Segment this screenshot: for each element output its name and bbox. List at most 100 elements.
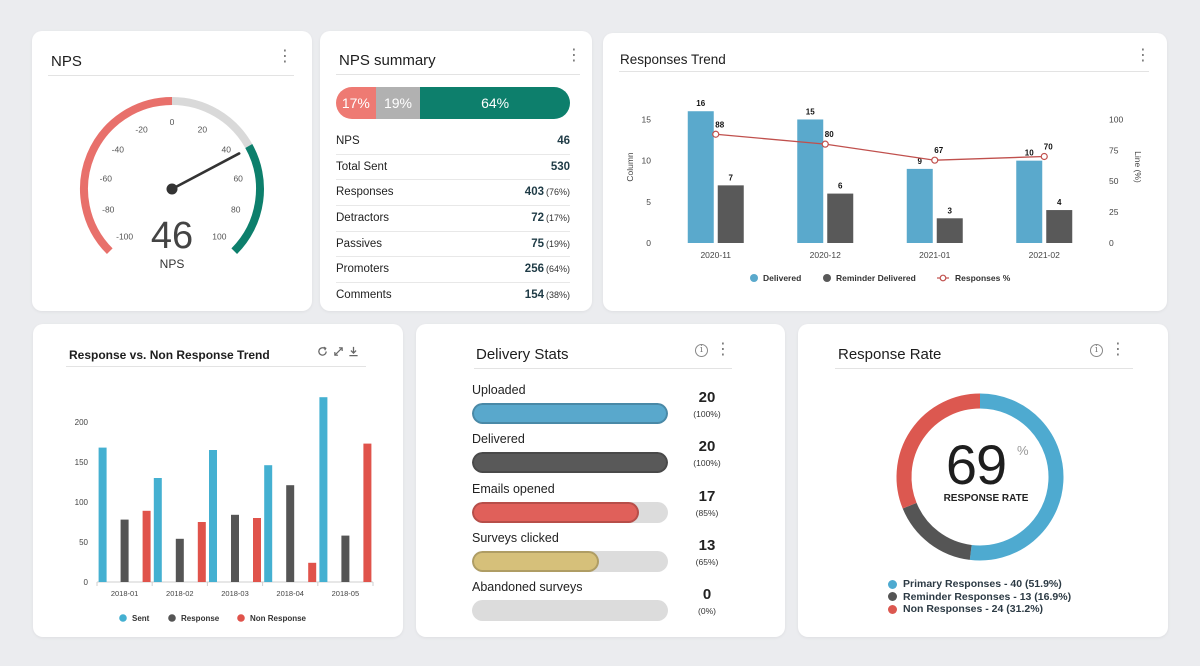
nps-summary-row-label: Responses bbox=[336, 186, 394, 199]
gauge-tick-label: 20 bbox=[198, 124, 208, 134]
response-trend-title: Response vs. Non Response Trend bbox=[69, 348, 270, 362]
legend-label: Primary Responses - 40 (51.9%) bbox=[903, 578, 1062, 591]
gauge-tick-label: -40 bbox=[112, 145, 125, 155]
legend-label: Reminder Responses - 13 (16.9%) bbox=[903, 590, 1072, 603]
x-tick-label: 2021-02 bbox=[1029, 250, 1060, 260]
y-tick-label: 15 bbox=[642, 114, 652, 124]
nps-summary-row-percent: (19%) bbox=[545, 238, 570, 249]
refresh-icon[interactable] bbox=[317, 346, 328, 357]
bar-reminder-delivered bbox=[717, 185, 744, 243]
gauge-passive-arc bbox=[171, 97, 253, 149]
nps-summary-bar: 17% 19% 64% bbox=[336, 87, 570, 119]
response-trend-title-divider bbox=[66, 366, 366, 367]
response-rate-label: RESPONSE RATE bbox=[943, 493, 1029, 504]
download-icon[interactable] bbox=[348, 346, 359, 357]
nps-summary-menu-icon[interactable]: ⋮ bbox=[566, 47, 582, 64]
gauge-tick-label: 60 bbox=[233, 174, 243, 184]
bar-data-label: 16 bbox=[696, 99, 705, 108]
bar-reminder-delivered bbox=[827, 193, 854, 243]
delivery-stat-percent: (85%) bbox=[695, 508, 719, 518]
expand-icon[interactable] bbox=[333, 346, 344, 357]
y-tick-label: 50 bbox=[79, 538, 88, 547]
nps-summary-row-value: 72 bbox=[531, 212, 544, 225]
nps-summary-segment: 17% bbox=[336, 87, 376, 119]
nps-summary-row: Promoters 256 (64%) bbox=[336, 257, 570, 284]
y-tick-label: 0 bbox=[84, 578, 89, 587]
bar-non-response bbox=[197, 522, 206, 582]
bar-reminder-delivered bbox=[1046, 210, 1073, 243]
bar-sent bbox=[153, 478, 162, 582]
x-tick-label: 2021-01 bbox=[919, 250, 950, 260]
nps-summary-row-label: Comments bbox=[336, 289, 392, 302]
bar-response bbox=[231, 514, 239, 582]
delivery-stat-fill bbox=[472, 551, 600, 572]
delivery-stat-fill bbox=[472, 502, 639, 523]
response-rate-info-icon[interactable]: i bbox=[1090, 344, 1103, 357]
bar-delivered bbox=[797, 119, 824, 243]
delivery-stats-title: Delivery Stats bbox=[476, 346, 569, 363]
bar-data-label: 6 bbox=[838, 182, 843, 191]
nps-summary-row-percent: (64%) bbox=[545, 264, 570, 275]
legend-marker bbox=[119, 614, 127, 622]
y2-tick-label: 100 bbox=[1109, 114, 1123, 124]
bar-sent bbox=[264, 465, 273, 582]
bar-delivered bbox=[906, 168, 933, 243]
delivery-stat-track bbox=[472, 403, 668, 424]
response-rate-value: 69 bbox=[945, 433, 1007, 496]
nps-menu-icon[interactable]: ⋮ bbox=[277, 48, 293, 65]
legend-item: Non Responses - 24 (31.2%) bbox=[888, 603, 1071, 616]
gauge-tick-label: -100 bbox=[116, 231, 133, 241]
nps-summary-row-label: Promoters bbox=[336, 263, 390, 276]
delivery-stats-info-icon[interactable]: i bbox=[695, 344, 708, 357]
y-tick-label: 200 bbox=[75, 418, 89, 427]
y-tick-label: 10 bbox=[642, 156, 652, 166]
delivery-stats-card: Delivery Stats i ⋮ Uploaded 20 (100%) Deliv… bbox=[416, 324, 785, 637]
nps-gauge: -100 -80 -60 -40 -20 0 20 40 60 80 100 bbox=[80, 97, 264, 255]
gauge-tick-label: -80 bbox=[102, 205, 115, 215]
nps-summary-row: NPS 46 bbox=[336, 129, 570, 155]
delivery-stat-fill bbox=[472, 452, 668, 473]
x-tick-label: 2018-02 bbox=[166, 589, 194, 598]
bar-response bbox=[175, 538, 184, 582]
delivery-stat-value: 0 bbox=[702, 586, 712, 603]
legend-marker bbox=[888, 592, 897, 602]
nps-summary-row: Detractors 72 (17%) bbox=[336, 206, 570, 232]
line-data-label: 88 bbox=[715, 120, 724, 129]
delivery-stat-label: Abandoned surveys bbox=[472, 580, 583, 594]
nps-card-title: NPS bbox=[51, 53, 82, 70]
nps-summary-row-value: 530 bbox=[550, 160, 570, 173]
gauge-promoter-arc bbox=[231, 144, 264, 255]
delivery-stats-menu-icon[interactable]: ⋮ bbox=[715, 341, 731, 358]
legend-marker bbox=[237, 614, 245, 622]
nps-summary-title-divider bbox=[336, 74, 580, 75]
gauge-tick-label: -20 bbox=[135, 124, 148, 134]
nps-summary-table: NPS 46 Total Sent 530 Responses 403 (76%) Detra… bbox=[336, 129, 570, 309]
bar-data-label: 3 bbox=[948, 206, 953, 215]
line-point bbox=[712, 130, 720, 138]
nps-summary-row-value: 256 bbox=[524, 263, 544, 276]
delivery-stat-label: Uploaded bbox=[472, 383, 526, 397]
nps-summary-row-value-wrap: 154 (38%) bbox=[525, 283, 570, 308]
bar-delivered bbox=[687, 111, 714, 243]
bar-data-label: 4 bbox=[1057, 198, 1062, 207]
x-tick-label: 2018-03 bbox=[221, 589, 249, 598]
y-tick-label: 150 bbox=[75, 458, 89, 467]
delivery-stat-percent: (100%) bbox=[693, 409, 721, 419]
responses-trend-menu-icon[interactable]: ⋮ bbox=[1135, 47, 1151, 64]
responses-trend-card: Responses Trend ⋮ 0 5 10 15 0 25 50 75 100 Column… bbox=[603, 33, 1167, 311]
legend-marker bbox=[888, 579, 897, 589]
bar-non-response bbox=[142, 510, 151, 582]
nps-summary-segment: 19% bbox=[375, 87, 421, 119]
delivery-stat-row: Delivered 20 (100%) bbox=[472, 432, 734, 473]
bar-non-response bbox=[253, 518, 261, 582]
donut-slice bbox=[902, 502, 972, 560]
nps-summary-row: Passives 75 (19%) bbox=[336, 232, 570, 258]
delivery-stat-label: Emails opened bbox=[472, 482, 555, 496]
y2-axis-label: Line (%) bbox=[1133, 151, 1143, 183]
delivery-stat-value: 13 bbox=[698, 537, 716, 554]
line-point bbox=[1040, 152, 1048, 161]
response-rate-menu-icon[interactable]: ⋮ bbox=[1110, 341, 1126, 358]
delivery-stat-track bbox=[472, 502, 668, 523]
nps-summary-row-percent: (38%) bbox=[545, 290, 570, 301]
nps-summary-row-value-wrap: 403 (76%) bbox=[525, 180, 570, 205]
